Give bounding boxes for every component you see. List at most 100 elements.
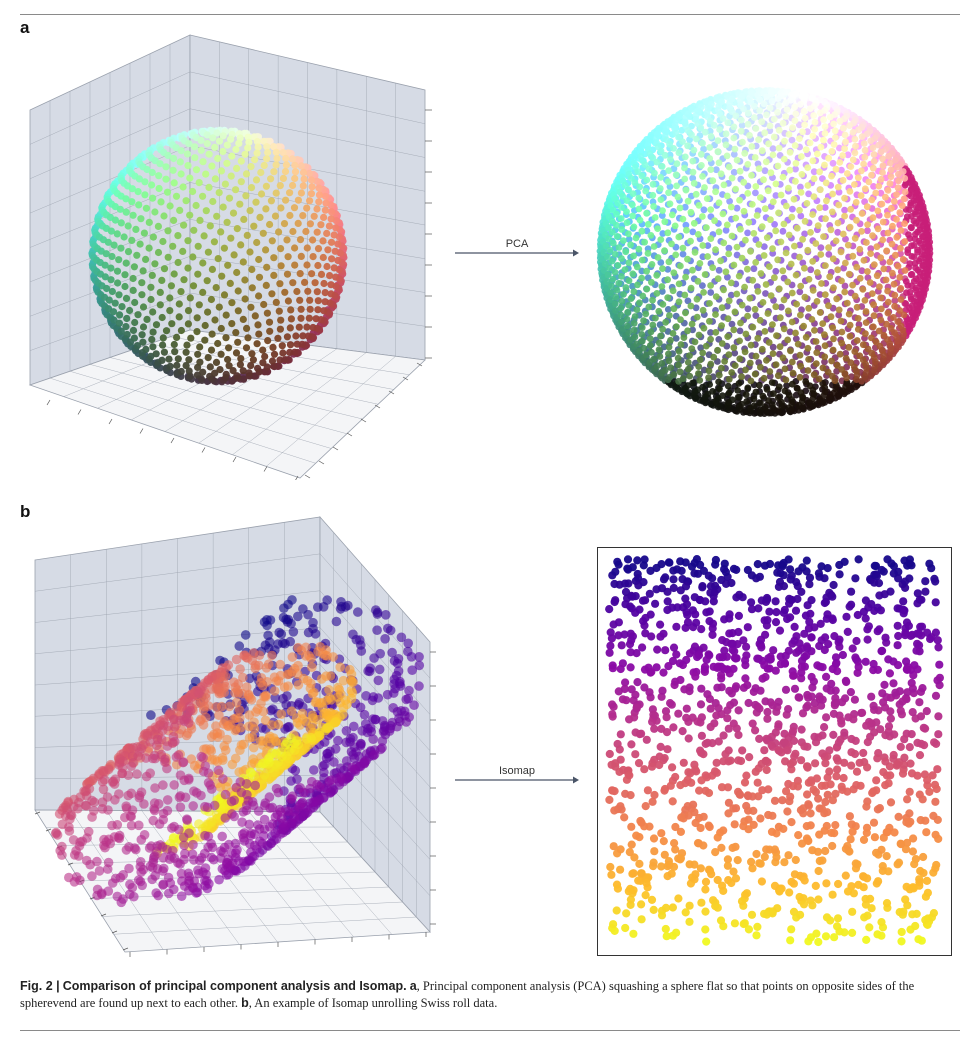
pca-point bbox=[630, 223, 638, 231]
swiss3d-point bbox=[373, 693, 384, 703]
pca-point bbox=[661, 218, 669, 226]
swiss3d-point bbox=[393, 666, 404, 676]
pca-point bbox=[751, 154, 759, 161]
sphere3d-point bbox=[215, 189, 223, 197]
sphere3d-point bbox=[227, 135, 235, 143]
pca-point bbox=[891, 297, 899, 305]
sphere3d-point bbox=[228, 299, 236, 307]
sphere3d-point bbox=[246, 248, 254, 256]
pca-point bbox=[845, 270, 853, 278]
pca-point bbox=[695, 202, 703, 209]
pca-point bbox=[741, 283, 748, 291]
pca-point bbox=[837, 317, 845, 325]
pca-point bbox=[793, 300, 800, 308]
pca-point bbox=[606, 264, 614, 272]
pca-point bbox=[670, 371, 678, 378]
sphere3d-point bbox=[327, 215, 335, 223]
sphere3d-point bbox=[156, 288, 164, 296]
swiss3d-point bbox=[112, 820, 123, 830]
pca-point bbox=[792, 160, 800, 167]
pca-point bbox=[699, 349, 707, 357]
sphere3d-point bbox=[184, 264, 192, 272]
pca-point bbox=[806, 382, 814, 390]
pca-point bbox=[861, 153, 869, 161]
sphere3d-point bbox=[272, 189, 280, 197]
pca-point bbox=[894, 318, 902, 325]
sphere3d-point bbox=[237, 241, 245, 249]
sphere3d-point bbox=[160, 348, 168, 356]
pca-point bbox=[788, 318, 796, 326]
pca-point bbox=[906, 260, 914, 267]
sphere3d-point bbox=[313, 288, 321, 296]
pca-point bbox=[785, 391, 793, 399]
pca-point bbox=[635, 194, 643, 202]
pca-point bbox=[665, 189, 672, 197]
swiss3d-point bbox=[146, 710, 156, 720]
swiss3d-point bbox=[263, 659, 274, 669]
pca-point bbox=[714, 275, 722, 283]
pca-point bbox=[675, 149, 683, 157]
pca-point bbox=[864, 227, 871, 235]
pca-point bbox=[715, 378, 722, 386]
sphere3d-point bbox=[221, 180, 229, 188]
sphere3d-point bbox=[152, 350, 160, 358]
swiss3d-point bbox=[187, 849, 198, 859]
pca-point bbox=[768, 379, 776, 386]
pca-point bbox=[885, 152, 892, 160]
sphere3d-tick bbox=[346, 432, 353, 437]
pca-point bbox=[816, 326, 824, 334]
pca-point bbox=[798, 153, 805, 160]
sphere3d-point bbox=[202, 207, 210, 215]
sphere3d-point bbox=[176, 158, 184, 166]
swiss3d-point bbox=[282, 691, 292, 701]
pca-point bbox=[841, 212, 848, 220]
pca-point bbox=[743, 398, 751, 405]
pca-point bbox=[687, 284, 695, 292]
pca-point bbox=[756, 107, 764, 114]
sphere3d-point bbox=[203, 131, 211, 139]
pca-point bbox=[852, 142, 859, 150]
pca-point bbox=[752, 312, 760, 319]
pca-point bbox=[648, 348, 655, 356]
sphere3d-point bbox=[199, 259, 207, 267]
sphere3d-point bbox=[139, 303, 148, 311]
swiss3d-point bbox=[89, 797, 99, 807]
pca-point bbox=[658, 163, 666, 170]
sphere3d-point bbox=[276, 280, 284, 288]
sphere3d-point bbox=[253, 340, 261, 348]
pca-point bbox=[884, 211, 891, 219]
pca-point bbox=[707, 133, 715, 140]
pca-point bbox=[744, 120, 752, 128]
sphere3d-point bbox=[199, 192, 207, 200]
pca-point bbox=[842, 235, 849, 243]
sphere3d-point bbox=[216, 366, 224, 374]
pca-point bbox=[741, 149, 749, 157]
pca-point bbox=[825, 251, 833, 258]
swiss3d-point bbox=[103, 886, 114, 896]
pca-point bbox=[629, 270, 637, 278]
sphere3d-point bbox=[236, 361, 244, 369]
pca-point bbox=[622, 248, 630, 256]
sphere3d-point bbox=[277, 204, 285, 212]
sphere3d-point bbox=[169, 242, 177, 250]
pca-point bbox=[647, 232, 655, 239]
pca-point bbox=[622, 284, 630, 291]
pca-point bbox=[728, 369, 736, 376]
swiss3d-point bbox=[246, 828, 256, 839]
pca-point bbox=[674, 193, 682, 201]
sphere3d-point bbox=[332, 273, 340, 281]
sphere3d-point bbox=[219, 147, 227, 156]
sphere3d-point bbox=[268, 237, 276, 245]
sphere3d-point bbox=[170, 154, 178, 163]
pca-point bbox=[737, 116, 745, 124]
sphere3d-point bbox=[155, 172, 163, 180]
pca-point bbox=[618, 226, 626, 233]
pca-point bbox=[821, 358, 828, 366]
swiss3d-point bbox=[256, 673, 267, 683]
pca-point bbox=[842, 355, 850, 362]
pca-point bbox=[809, 287, 817, 294]
swiss3d-floor-gridline bbox=[102, 901, 403, 917]
sphere3d-point bbox=[307, 176, 316, 184]
sphere3d-point bbox=[289, 279, 297, 287]
swiss3d-point bbox=[203, 777, 214, 788]
